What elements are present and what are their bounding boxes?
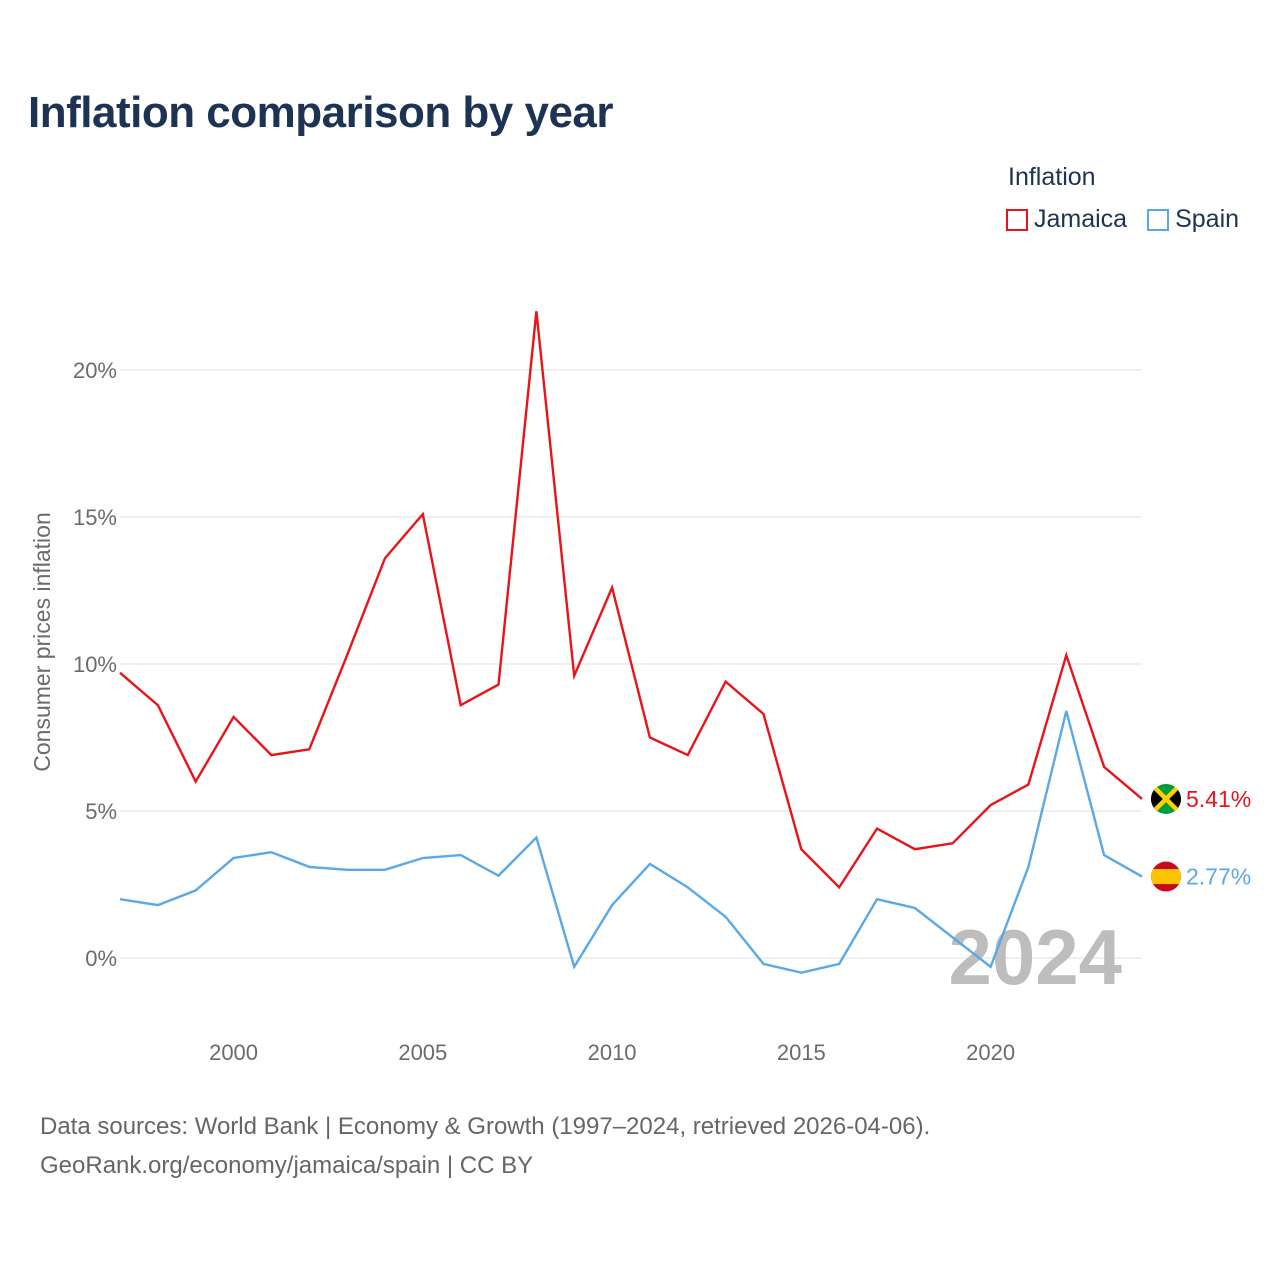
source-note: Data sources: World Bank | Economy & Gro… <box>40 1107 930 1185</box>
x-tick-label: 2005 <box>398 1040 447 1065</box>
legend-label-jamaica: Jamaica <box>1034 205 1128 233</box>
series-lines <box>119 311 1143 974</box>
legend-title: Inflation <box>1008 163 1096 191</box>
y-tick-label: 0% <box>85 946 117 971</box>
legend-item-jamaica[interactable]: Jamaica <box>1006 205 1127 234</box>
source-line-2: GeoRank.org/economy/jamaica/spain | CC B… <box>40 1152 534 1179</box>
x-tick-label: 2020 <box>966 1040 1015 1065</box>
y-tick-label: 5% <box>85 799 117 824</box>
legend-label-spain: Spain <box>1175 205 1240 233</box>
series-line-spain[interactable] <box>119 710 1143 974</box>
y-tick-label: 20% <box>73 358 117 383</box>
x-tick-label: 2000 <box>209 1040 258 1065</box>
x-axis-ticks: 2000 2005 2010 2015 2020 <box>209 1040 1015 1065</box>
y-axis-label: Consumer prices inflation <box>29 512 55 772</box>
y-axis-ticks: 0% 5% 10% 15% 20% <box>73 358 117 971</box>
x-tick-label: 2010 <box>588 1040 637 1065</box>
chart-title: Inflation comparison by year <box>28 88 614 137</box>
legend-item-spain[interactable]: Spain <box>1147 205 1239 234</box>
end-value-label-spain: 2.77% <box>1186 864 1251 890</box>
y-tick-label: 15% <box>73 505 117 530</box>
x-tick-label: 2015 <box>777 1040 826 1065</box>
spain-flag-icon <box>1151 861 1181 892</box>
legend-swatch-spain <box>1147 208 1170 231</box>
legend-swatch-jamaica <box>1006 208 1028 231</box>
source-line-1: Data sources: World Bank | Economy & Gro… <box>40 1113 931 1140</box>
series-line-jamaica[interactable] <box>119 311 1143 890</box>
series-end-markers: 5.41% 2.77% <box>1151 783 1251 892</box>
jamaica-flag-icon <box>1151 783 1181 814</box>
y-tick-label: 10% <box>73 652 117 677</box>
legend: Jamaica Spain <box>1006 205 1239 234</box>
current-year-watermark: 2024 <box>948 913 1122 1001</box>
end-value-label-jamaica: 5.41% <box>1186 786 1251 812</box>
